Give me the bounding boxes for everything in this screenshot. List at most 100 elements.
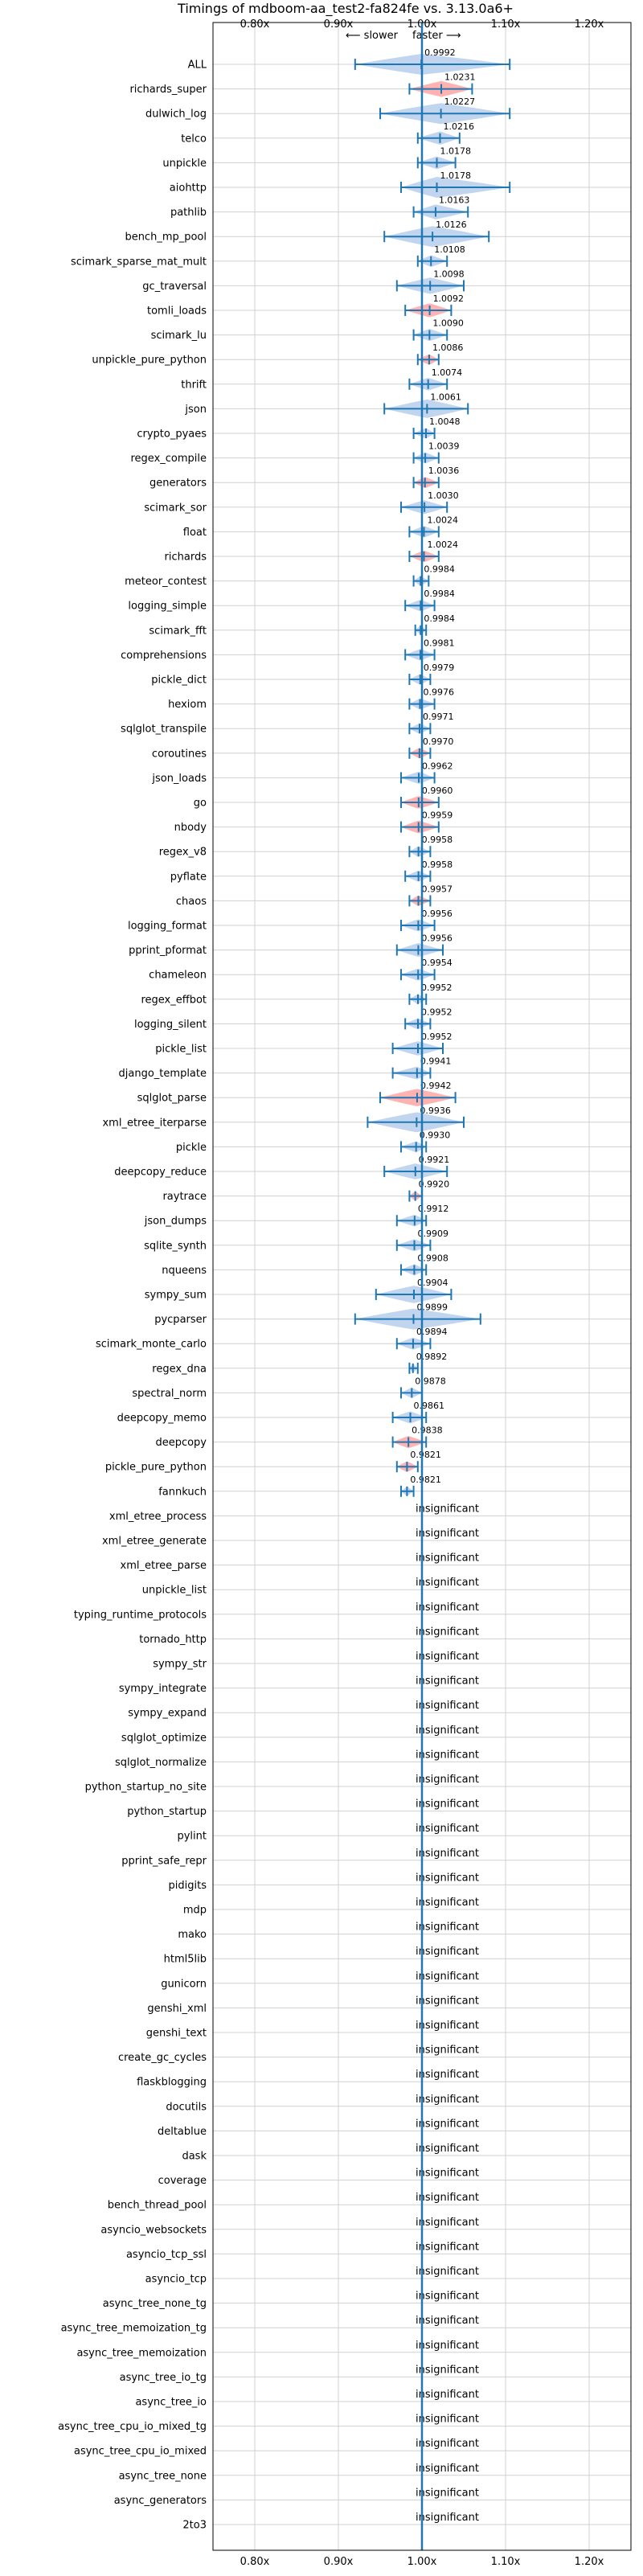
value-label: 1.0092 — [433, 293, 465, 304]
value-label: 0.9981 — [424, 638, 455, 648]
value-label: 1.0048 — [429, 416, 461, 427]
value-label: 1.0039 — [428, 441, 460, 452]
insignificant-label: insignificant — [416, 1848, 479, 1860]
insignificant-label: insignificant — [416, 2168, 479, 2180]
benchmark-label: deltablue — [158, 2126, 207, 2138]
benchmark-label: django_template — [119, 1068, 207, 1080]
benchmark-label: spectral_norm — [132, 1388, 207, 1400]
insignificant-label: insignificant — [416, 1577, 479, 1589]
benchmark-label: logging_silent — [134, 1019, 207, 1031]
benchmark-label: xml_etree_generate — [102, 1536, 207, 1548]
x-tick-label-top: 0.80x — [240, 18, 270, 31]
benchmark-label: xml_etree_iterparse — [102, 1117, 207, 1129]
benchmark-label: pprint_safe_repr — [121, 1855, 207, 1867]
benchmark-label: logging_format — [128, 921, 207, 933]
value-label: 0.9892 — [416, 1352, 448, 1362]
benchmark-label: deepcopy_reduce — [114, 1167, 207, 1179]
x-tick-label-bottom: 0.90x — [324, 2556, 354, 2568]
benchmark-label: sympy_expand — [128, 1708, 207, 1720]
benchmark-label: regex_compile — [130, 453, 207, 465]
benchmark-label: html5lib — [164, 1954, 207, 1966]
benchmark-label: sympy_integrate — [119, 1683, 207, 1695]
x-tick-label-bottom: 0.80x — [240, 2556, 270, 2568]
benchmark-label: sympy_sum — [145, 1290, 207, 1302]
insignificant-label: insignificant — [416, 1749, 479, 1761]
value-label: 0.9971 — [423, 712, 454, 722]
insignificant-label: insignificant — [416, 1971, 479, 1983]
benchmark-label: deepcopy — [155, 1437, 207, 1449]
insignificant-label: insignificant — [416, 2241, 479, 2253]
value-label: 0.9984 — [424, 613, 455, 624]
benchmark-label: sqlite_synth — [144, 1240, 207, 1252]
insignificant-label: insignificant — [416, 1995, 479, 2007]
value-label: 1.0098 — [433, 269, 465, 279]
benchmark-label: nqueens — [162, 1265, 207, 1277]
insignificant-label: insignificant — [416, 2340, 479, 2352]
benchmark-label: async_tree_io — [135, 2397, 207, 2409]
benchmark-label: generators — [149, 478, 207, 490]
benchmark-label: raytrace — [162, 1191, 207, 1203]
insignificant-label: insignificant — [416, 1799, 479, 1811]
benchmark-label: crypto_pyaes — [137, 429, 207, 441]
benchmark-label: pprint_pformat — [129, 945, 207, 957]
value-label: 1.0163 — [439, 195, 470, 206]
benchmark-label: dask — [182, 2151, 207, 2163]
benchmark-label: gc_traversal — [142, 281, 207, 293]
benchmark-label: async_tree_io_tg — [120, 2372, 207, 2384]
benchmark-label: meteor_contest — [125, 576, 207, 588]
value-label: 0.9984 — [424, 564, 455, 575]
benchmark-label: pidigits — [169, 1880, 207, 1892]
value-label: 1.0178 — [440, 146, 472, 156]
benchmark-label: chameleon — [149, 970, 207, 982]
insignificant-label: insignificant — [416, 2192, 479, 2204]
benchmark-label: docutils — [166, 2101, 207, 2113]
value-label: 0.9912 — [418, 1204, 449, 1214]
insignificant-label: insignificant — [416, 2143, 479, 2155]
value-label: 1.0074 — [432, 367, 463, 378]
value-label: 0.9942 — [420, 1081, 452, 1091]
benchmark-label: genshi_text — [146, 2028, 207, 2040]
insignificant-label: insignificant — [416, 1503, 479, 1515]
benchmark-label: python_startup_no_site — [85, 1782, 207, 1794]
insignificant-label: insignificant — [416, 2438, 479, 2450]
value-label: 0.9956 — [421, 933, 453, 944]
benchmark-label: bench_thread_pool — [108, 2200, 207, 2212]
value-label: 0.9959 — [422, 810, 453, 821]
insignificant-label: insignificant — [416, 1553, 479, 1565]
benchmark-label: async_tree_none_tg — [103, 2298, 207, 2310]
value-label: 0.9904 — [417, 1278, 448, 1288]
insignificant-label: insignificant — [416, 1823, 479, 1835]
insignificant-label: insignificant — [416, 2389, 479, 2401]
benchmark-label: fannkuch — [158, 1486, 207, 1498]
x-tick-label-bottom: 1.20x — [575, 2556, 604, 2568]
benchmark-label: comprehensions — [121, 650, 207, 662]
value-label: 1.0061 — [430, 392, 461, 402]
insignificant-label: insignificant — [416, 1626, 479, 1638]
value-label: 0.9958 — [422, 835, 453, 845]
benchmark-label: async_tree_cpu_io_mixed — [74, 2446, 207, 2458]
benchmark-label: genshi_xml — [147, 2003, 207, 2015]
value-label: 0.9952 — [421, 1007, 453, 1017]
insignificant-label: insignificant — [416, 1700, 479, 1712]
benchmark-label: tornado_http — [139, 1634, 207, 1646]
value-label: 0.9952 — [421, 1032, 453, 1042]
value-label: 1.0231 — [444, 72, 476, 83]
benchmark-label: scimark_monte_carlo — [96, 1339, 207, 1351]
insignificant-label: insignificant — [416, 1725, 479, 1737]
benchmark-label: coroutines — [152, 748, 207, 760]
benchmark-label: json_dumps — [144, 1216, 207, 1228]
benchmark-label: pathlib — [170, 207, 207, 219]
benchmark-label: sympy_str — [153, 1659, 207, 1671]
value-label: 0.9908 — [417, 1253, 448, 1263]
benchmark-label: unpickle_pure_python — [92, 355, 207, 367]
benchmark-label: tomli_loads — [147, 306, 207, 318]
benchmark-label: pyflate — [170, 871, 207, 883]
x-tick-label-bottom: 1.00x — [408, 2556, 437, 2568]
insignificant-label: insignificant — [416, 2463, 479, 2475]
benchmark-label: telco — [181, 133, 207, 145]
benchmark-label: pickle_list — [155, 1044, 207, 1056]
benchmark-label: asyncio_tcp_ssl — [126, 2249, 207, 2261]
benchmark-label: dulwich_log — [145, 109, 207, 121]
value-label: 1.0030 — [428, 490, 459, 501]
